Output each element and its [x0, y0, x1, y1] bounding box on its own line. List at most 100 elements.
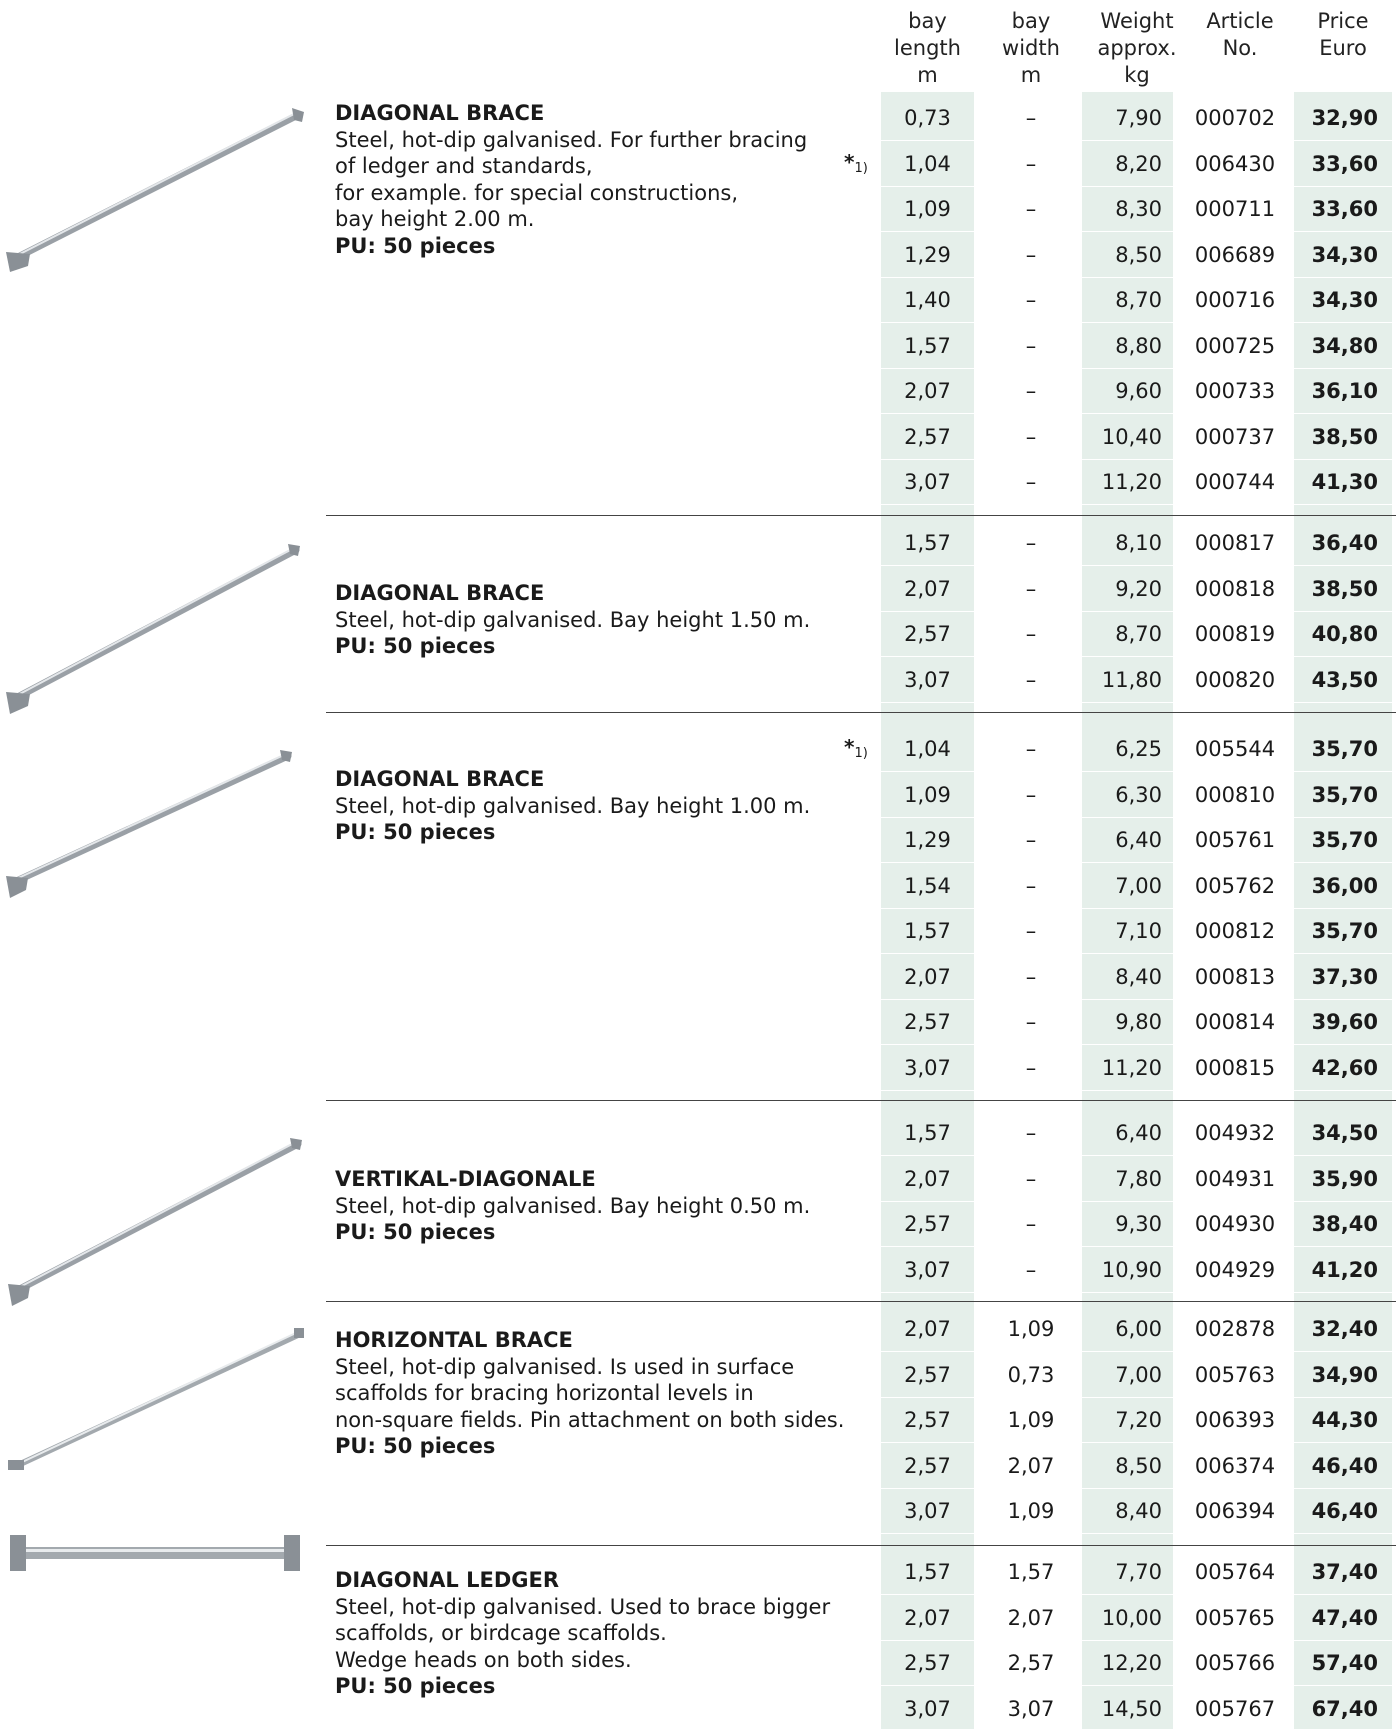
article-no-cell: 000813: [1194, 964, 1276, 989]
bay-width-cell: –: [1025, 242, 1037, 267]
article-no-cell: 000815: [1194, 1055, 1276, 1080]
footnote-star: *: [844, 735, 855, 759]
weight-cell: 8,40: [1115, 1499, 1162, 1523]
header-bay-length-line2: length m: [894, 36, 961, 87]
article-no-cell: 000716: [1194, 288, 1276, 312]
price-cell: 35,70: [1311, 737, 1378, 761]
row-separator: [881, 185, 1396, 187]
price-cell: 34,50: [1311, 1121, 1378, 1145]
article-no-cell: 005766: [1194, 1651, 1276, 1675]
bay-width-cell: –: [1025, 1166, 1037, 1191]
price-cell: 67,40: [1311, 1696, 1378, 1721]
bay-length-cell: 3,07: [904, 1499, 951, 1523]
product-description-line: Steel, hot-dip galvanised. Bay height 1.…: [335, 793, 811, 818]
product-description-line: for example. for special constructions,: [335, 180, 738, 205]
article-no-cell: 000820: [1194, 667, 1276, 692]
price-cell: 41,30: [1311, 470, 1378, 494]
bay-width-cell: –: [1025, 1010, 1037, 1034]
table-row: 2,57 – 10,40 000737 38,50: [0, 415, 1399, 460]
bay-length-cell: 2,07: [904, 576, 951, 601]
price-cell: 43,50: [1311, 667, 1378, 692]
bay-width-cell: –: [1025, 1055, 1037, 1080]
row-separator: [881, 998, 1396, 1000]
price-cell: 38,50: [1311, 576, 1378, 601]
price-cell: 44,30: [1311, 1408, 1378, 1432]
weight-cell: 14,50: [1101, 1696, 1162, 1721]
price-cell: 33,60: [1311, 197, 1378, 221]
weight-cell: 6,40: [1115, 1121, 1162, 1145]
bay-width-cell: 2,07: [1007, 1605, 1055, 1630]
bay-width-cell: 2,57: [1007, 1651, 1055, 1675]
weight-column-shading: [1082, 92, 1173, 1729]
weight-cell: 7,10: [1115, 919, 1162, 943]
bay-width-cell: 1,09: [1007, 1499, 1055, 1523]
article-no-cell: 005762: [1194, 873, 1276, 898]
article-no-cell: 004929: [1194, 1257, 1276, 1282]
row-separator: [881, 276, 1396, 278]
product-description-line: Steel, hot-dip galvanised. Bay height 1.…: [335, 607, 811, 632]
weight-cell: 8,80: [1115, 333, 1162, 358]
article-no-cell: 000733: [1194, 379, 1276, 403]
row-separator: [881, 1685, 1396, 1686]
bay-length-cell: 1,04: [904, 737, 951, 761]
product-title: DIAGONAL BRACE: [335, 581, 545, 605]
product-description: DIAGONAL LEDGER Steel, hot-dip galvanised…: [335, 1567, 830, 1700]
row-separator: [881, 1200, 1396, 1202]
table-row: 1,57 1,57 7,70 005764 37,40: [0, 1550, 1399, 1595]
bay-length-cell: 2,07: [904, 964, 951, 989]
row-separator: [881, 1487, 1396, 1489]
price-cell: 36,40: [1311, 531, 1378, 555]
bay-length-cell: 1,57: [904, 531, 951, 555]
table-row: 2,07 2,07 10,00 005765 47,40: [0, 1596, 1399, 1641]
product-description-line: non-square fields. Pin attachment on bot…: [335, 1407, 845, 1432]
bay-width-cell: –: [1025, 828, 1037, 852]
table-row: 2,57 – 9,30 004930 38,40: [0, 1202, 1399, 1247]
bay-length-cell: 1,57: [904, 1560, 951, 1584]
footnote-marker: *1): [844, 735, 868, 761]
bay-length-column-shading: [881, 92, 974, 1729]
bay-length-cell: 2,07: [904, 379, 951, 403]
row-separator: [881, 458, 1396, 460]
price-cell: 32,90: [1311, 106, 1378, 130]
weight-cell: 6,00: [1115, 1317, 1162, 1341]
bay-width-cell: –: [1025, 1121, 1037, 1145]
weight-cell: 8,40: [1115, 964, 1162, 989]
bay-width-cell: 1,09: [1007, 1317, 1055, 1341]
weight-cell: 12,20: [1101, 1651, 1162, 1675]
article-no-cell: 000737: [1194, 424, 1276, 449]
price-cell: 34,30: [1311, 242, 1378, 267]
bay-length-cell: 3,07: [904, 1055, 951, 1080]
bay-width-cell: –: [1025, 737, 1037, 761]
bay-length-cell: 1,29: [904, 242, 951, 267]
bay-width-cell: –: [1025, 782, 1037, 807]
weight-cell: 7,00: [1115, 1362, 1162, 1387]
bay-length-cell: 1,09: [904, 197, 951, 221]
bay-width-cell: –: [1025, 197, 1037, 221]
section-divider: [326, 1545, 1396, 1546]
row-separator: [881, 504, 1396, 505]
bay-width-cell: 1,57: [1007, 1560, 1055, 1584]
weight-cell: 9,60: [1115, 379, 1162, 403]
price-cell: 35,90: [1311, 1166, 1378, 1191]
product-description-line: Steel, hot-dip galvanised. Is used in su…: [335, 1354, 795, 1379]
packing-unit: PU: 50 pieces: [335, 634, 496, 658]
product-description-line: Steel, hot-dip galvanised. Used to brace…: [335, 1594, 831, 1619]
weight-cell: 10,00: [1101, 1605, 1162, 1630]
price-cell: 33,60: [1311, 151, 1378, 176]
article-no-cell: 000814: [1194, 1010, 1276, 1034]
table-row: 1,04 – 6,25 005544 35,70 *1): [0, 727, 1399, 772]
header-article-line1: Article: [1206, 9, 1274, 33]
table-row: 2,57 0,73 7,00 005763 34,90: [0, 1353, 1399, 1398]
article-no-cell: 000810: [1194, 782, 1276, 807]
table-row: 3,07 3,07 14,50 005767 67,40: [0, 1687, 1399, 1732]
row-separator: [881, 610, 1396, 612]
product-description: DIAGONAL BRACE Steel, hot-dip galvanised.…: [335, 766, 810, 846]
table-row: 2,57 2,57 12,20 005766 57,40: [0, 1641, 1399, 1686]
article-no-cell: 006689: [1194, 242, 1276, 267]
weight-cell: 8,70: [1115, 622, 1162, 646]
article-no-cell: 000725: [1194, 333, 1276, 358]
weight-cell: 11,80: [1101, 667, 1162, 692]
article-no-cell: 002878: [1194, 1317, 1276, 1341]
row-separator: [881, 140, 1396, 141]
price-cell: 34,90: [1311, 1362, 1378, 1387]
